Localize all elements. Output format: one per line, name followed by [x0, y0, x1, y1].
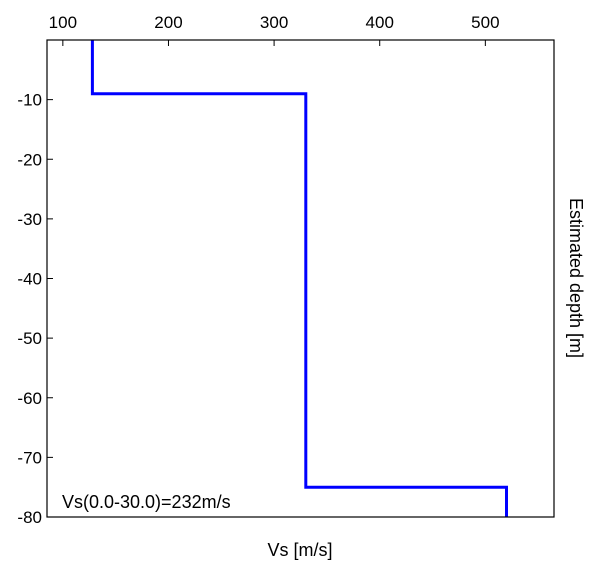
- x-tick-label: 400: [366, 13, 394, 32]
- x-tick-label: 200: [154, 13, 182, 32]
- y-tick-label: -80: [17, 508, 42, 527]
- y-tick-label: -30: [17, 210, 42, 229]
- plot-frame: [46, 39, 555, 518]
- y-tick-label: -10: [17, 91, 42, 110]
- vs30-annotation: Vs(0.0-30.0)=232m/s: [62, 492, 231, 512]
- y-tick-label: -60: [17, 389, 42, 408]
- x-axis-ticks: 100 200 300 400 500: [49, 13, 500, 46]
- y-tick-label: -20: [17, 150, 42, 169]
- series-group: [90, 40, 508, 517]
- y-tick-label: -40: [17, 270, 42, 289]
- y-tick-label: -50: [17, 329, 42, 348]
- x-tick-label: 100: [49, 13, 77, 32]
- x-axis-label: Vs [m/s]: [267, 540, 332, 560]
- x-tick-label: 500: [471, 13, 499, 32]
- vs-profile-line: [90, 40, 508, 517]
- x-tick-label: 300: [260, 13, 288, 32]
- plot-area-background: [47, 40, 554, 517]
- y-tick-label: -70: [17, 448, 42, 467]
- y-axis-ticks: -10 -20 -30 -40 -50 -60 -70 -80: [17, 91, 53, 527]
- y-axis-label: Estimated depth [m]: [566, 198, 586, 358]
